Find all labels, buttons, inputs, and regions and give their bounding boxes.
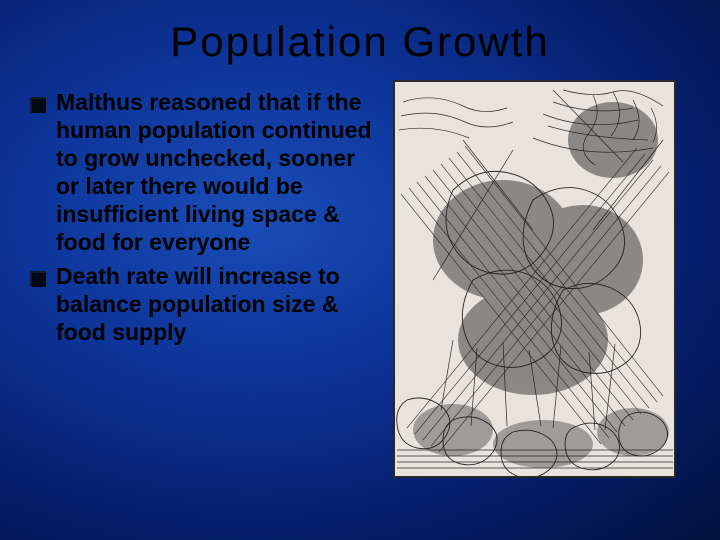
bullet-square-icon: [30, 271, 46, 287]
content-row: Malthus reasoned that if the human popul…: [30, 84, 690, 478]
bullet-text: Malthus reasoned that if the human popul…: [56, 88, 375, 256]
bullet-item: Death rate will increase to balance popu…: [30, 262, 375, 346]
bullet-text: Death rate will increase to balance popu…: [56, 262, 375, 346]
slide-title: Population Growth: [30, 18, 690, 66]
bullet-square-icon: [30, 97, 46, 113]
slide: Population Growth Malthus reasoned that …: [0, 0, 720, 540]
bullet-item: Malthus reasoned that if the human popul…: [30, 88, 375, 256]
woodcut-illustration: [393, 80, 676, 478]
bullet-list: Malthus reasoned that if the human popul…: [30, 84, 375, 352]
